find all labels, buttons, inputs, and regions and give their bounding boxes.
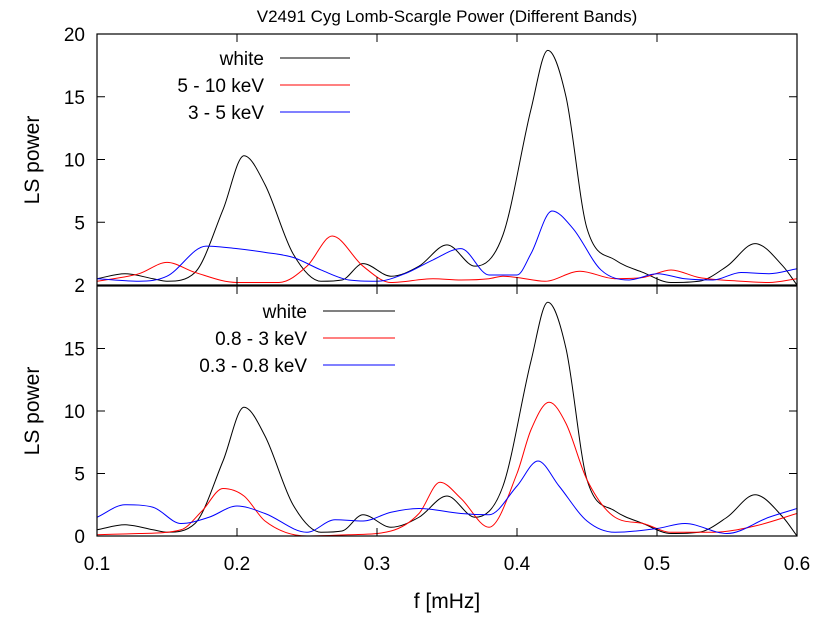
- x-axis-label: f [mHz]: [414, 590, 481, 613]
- series-line-white: [97, 301, 797, 536]
- x-tick-label: 0.2: [224, 554, 250, 575]
- y-tick-label: 0: [74, 527, 85, 548]
- y-tick-label: 15: [64, 340, 85, 361]
- legend-label: 0.8 - 3 keV: [215, 329, 307, 350]
- series-line-3-5-kev: [97, 210, 797, 282]
- legend-label: 3 - 5 keV: [188, 103, 264, 124]
- y-tick-label: 10: [64, 151, 85, 172]
- y-tick-label: 20: [64, 25, 85, 46]
- y-tick-label: 2: [74, 276, 85, 297]
- upper-y-axis-label: LS power: [21, 116, 44, 205]
- x-tick-label: 0.4: [504, 554, 531, 575]
- chart-title: V2491 Cyg Lomb-Scargle Power (Different …: [257, 7, 637, 26]
- lower-y-axis-label: LS power: [21, 367, 44, 456]
- y-tick-label: 10: [64, 402, 85, 423]
- y-tick-label: 5: [74, 213, 85, 234]
- x-tick-label: 0.1: [84, 554, 110, 575]
- plot-frame: [96, 285, 798, 537]
- series-line-0-3-0-8-kev: [97, 460, 797, 535]
- y-tick-label: 15: [64, 88, 85, 109]
- series-line-0-8-3-kev: [97, 401, 797, 536]
- series-line-5-10-kev: [97, 235, 797, 283]
- lower-panel: 15 10 5 0 0.1 0.2 0.3 0.4 0.5 0.6 white 0.8 - 3 keV…: [64, 285, 810, 575]
- x-tick-label: 0.6: [784, 554, 810, 575]
- legend-label: white: [262, 302, 307, 323]
- y-tick-label: 5: [74, 465, 85, 486]
- upper-panel: 20 15 10 5 2 white 5 - 10 keV 3 - 5 keV: [64, 25, 798, 297]
- legend-label: 0.3 - 0.8 keV: [199, 356, 307, 377]
- legend-label: 5 - 10 keV: [177, 76, 264, 97]
- legend-label: white: [219, 49, 264, 70]
- x-tick-label: 0.5: [644, 554, 670, 575]
- x-tick-label: 0.3: [364, 554, 390, 575]
